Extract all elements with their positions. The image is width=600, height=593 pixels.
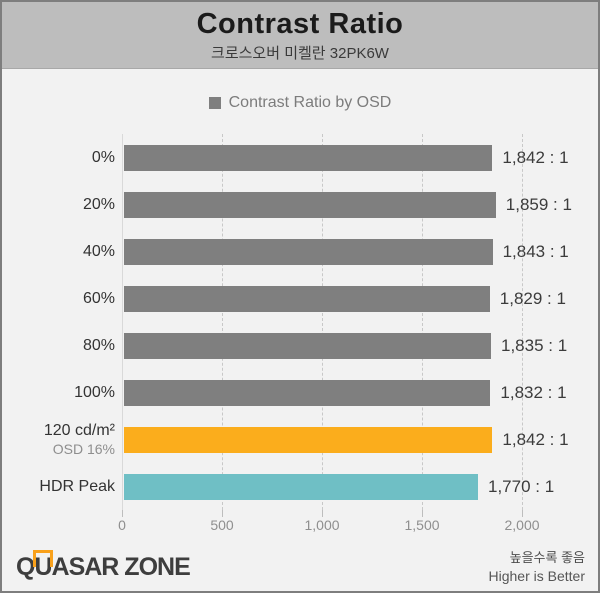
bar-value-label: 1,770 : 1	[488, 476, 555, 496]
row-label-cell: 20%	[2, 195, 115, 215]
bar	[124, 191, 496, 218]
axis-tick	[422, 510, 423, 517]
gridline-1500	[422, 134, 423, 510]
bar	[124, 332, 491, 359]
category-sublabel: OSD 16%	[52, 440, 115, 457]
chart-row: 60% 1,829 : 1	[2, 275, 598, 322]
x-axis-tick-label: 1,000	[304, 517, 340, 533]
category-label: 60%	[82, 289, 115, 307]
bar-track: 1,770 : 1	[124, 473, 554, 500]
gridline-2000	[522, 134, 523, 510]
chart-rows: 0% 1,842 : 1 20% 1,859 : 1 40% 1,843 : 1	[2, 134, 598, 510]
bar	[124, 285, 490, 312]
bar	[124, 426, 493, 453]
bar-track: 1,829 : 1	[124, 285, 566, 312]
bar-value-label: 1,842 : 1	[502, 147, 569, 167]
bar-value-label: 1,842 : 1	[502, 429, 569, 449]
bar-track: 1,835 : 1	[124, 332, 567, 359]
page-title: Contrast Ratio	[196, 8, 404, 40]
page-subtitle: 크로스오버 미켈란 32PK6W	[211, 45, 389, 63]
note-korean: 높을수록 좋음	[509, 550, 585, 565]
x-axis-tick-label: 2,000	[504, 517, 540, 533]
x-axis-labels: 0 500 1,000 1,500 2,000	[2, 510, 598, 538]
bar-value-label: 1,843 : 1	[502, 241, 569, 261]
chart-footer: QUASAR ZONE 높을수록 좋음 Higher is Better	[2, 538, 598, 587]
axis-tick	[222, 510, 223, 517]
bar-track: 1,843 : 1	[124, 238, 569, 265]
category-label: 100%	[74, 383, 115, 401]
gridline-500	[222, 134, 223, 510]
bar-track: 1,859 : 1	[124, 191, 572, 218]
x-axis-tick-label: 1,500	[404, 517, 440, 533]
row-label-cell: 120 cd/m² OSD 16%	[2, 421, 115, 459]
chart-row: 100% 1,832 : 1	[2, 369, 598, 416]
quasarzone-logo: QUASAR ZONE	[16, 549, 191, 582]
bar-chart: 0% 1,842 : 1 20% 1,859 : 1 40% 1,843 : 1	[2, 134, 598, 538]
row-label-cell: 100%	[2, 383, 115, 403]
category-label: 80%	[82, 336, 115, 354]
chart-header: Contrast Ratio 크로스오버 미켈란 32PK6W	[2, 2, 598, 69]
axis-tick	[122, 510, 123, 517]
chart-row: 120 cd/m² OSD 16% 1,842 : 1	[2, 416, 598, 463]
bar	[124, 144, 493, 171]
bar-value-label: 1,835 : 1	[501, 335, 568, 355]
category-label: HDR Peak	[39, 477, 115, 495]
legend: Contrast Ratio by OSD	[2, 94, 598, 111]
bar-value-label: 1,829 : 1	[499, 288, 566, 308]
grid-layer	[2, 134, 598, 517]
row-label-cell: 0%	[2, 148, 115, 168]
axis-tick	[522, 510, 523, 517]
bar-value-label: 1,832 : 1	[500, 382, 567, 402]
bar-track: 1,842 : 1	[124, 144, 569, 171]
x-axis-tick-label: 500	[210, 517, 234, 533]
note-english: Higher is Better	[488, 568, 585, 585]
category-label: 120 cd/m²	[43, 421, 115, 439]
chart-row: 20% 1,859 : 1	[2, 181, 598, 228]
legend-swatch-icon	[208, 96, 221, 109]
y-axis-line	[122, 134, 123, 510]
logo-u: U	[33, 550, 54, 581]
category-label: 20%	[82, 195, 115, 213]
chart-row: HDR Peak 1,770 : 1	[2, 463, 598, 510]
gridline-1000	[322, 134, 323, 510]
bar-track: 1,842 : 1	[124, 426, 569, 453]
logo-q: Q	[16, 553, 35, 581]
chart-row: 80% 1,835 : 1	[2, 322, 598, 369]
bar-track: 1,832 : 1	[124, 379, 567, 406]
bar	[124, 379, 491, 406]
bar	[124, 473, 478, 500]
bar-value-label: 1,859 : 1	[505, 194, 572, 214]
chart-row: 40% 1,843 : 1	[2, 228, 598, 275]
legend-label: Contrast Ratio by OSD	[228, 93, 392, 111]
category-label: 0%	[91, 148, 115, 166]
row-label-cell: 60%	[2, 289, 115, 309]
bar	[124, 238, 493, 265]
row-label-cell: HDR Peak	[2, 477, 115, 497]
higher-is-better-note: 높을수록 좋음 Higher is Better	[489, 549, 585, 587]
chart-row: 0% 1,842 : 1	[2, 134, 598, 181]
axis-tick	[322, 510, 323, 517]
logo-rest: ASAR ZONE	[51, 553, 191, 581]
x-axis-tick-label: 0	[118, 517, 126, 533]
row-label-cell: 40%	[2, 242, 115, 262]
category-label: 40%	[82, 242, 115, 260]
row-label-cell: 80%	[2, 336, 115, 356]
